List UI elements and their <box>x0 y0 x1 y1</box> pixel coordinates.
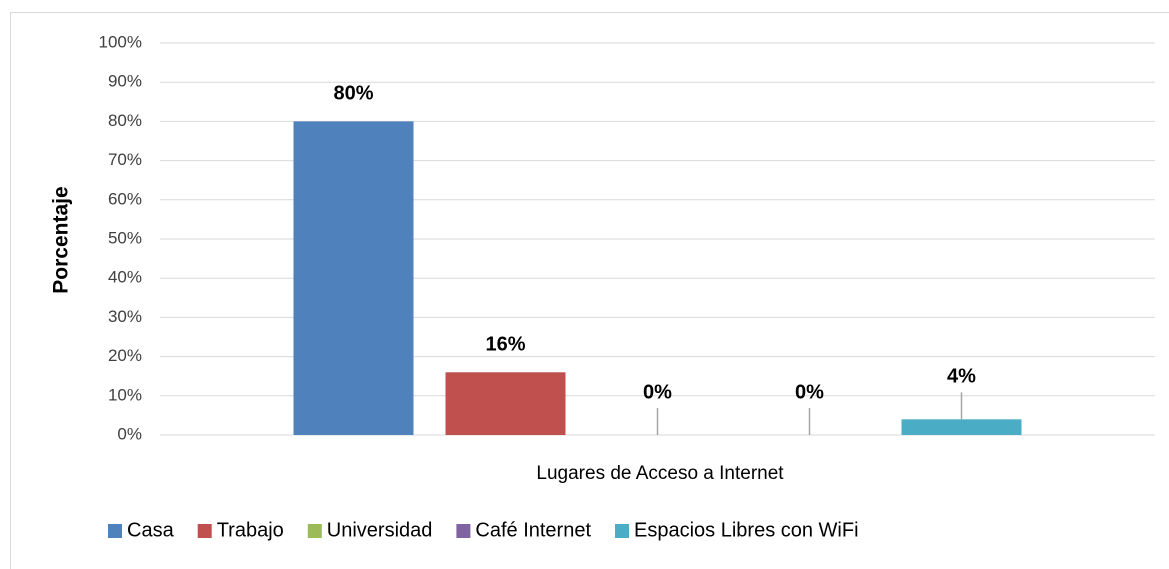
data-label: 16% <box>485 334 525 356</box>
legend-label: Trabajo <box>217 519 284 541</box>
y-tick-label: 40% <box>108 268 142 287</box>
legend-label: Espacios Libres con WiFi <box>634 519 859 541</box>
y-tick-label: 60% <box>108 189 142 208</box>
y-tick-label: 100% <box>99 32 142 51</box>
data-label: 0% <box>643 381 672 403</box>
bar <box>293 121 414 436</box>
legend-swatch <box>197 524 212 538</box>
bar <box>901 419 1022 435</box>
y-tick-label: 80% <box>108 111 142 130</box>
y-axis-label: Porcentaje <box>50 186 73 293</box>
y-tick-label: 0% <box>117 424 142 443</box>
y-tick-label: 50% <box>108 228 142 247</box>
legend-label: Café Internet <box>475 519 591 541</box>
legend-swatch <box>307 524 322 538</box>
x-axis-label: Lugares de Acceso a Internet <box>536 463 784 484</box>
y-tick-label: 30% <box>108 307 142 326</box>
legend-swatch <box>456 524 471 538</box>
y-tick-label: 20% <box>108 346 142 365</box>
chart-frame <box>10 12 1169 569</box>
legend-label: Universidad <box>327 519 433 541</box>
data-label: 4% <box>947 366 976 388</box>
data-label: 0% <box>795 381 824 403</box>
y-tick-label: 10% <box>108 385 142 404</box>
data-label: 80% <box>333 83 373 105</box>
legend-swatch <box>108 524 122 538</box>
legend-swatch <box>615 524 630 538</box>
y-tick-label: 90% <box>108 72 142 91</box>
legend-label: Casa <box>127 519 175 541</box>
bar <box>445 372 566 435</box>
y-tick-label: 70% <box>108 150 142 169</box>
